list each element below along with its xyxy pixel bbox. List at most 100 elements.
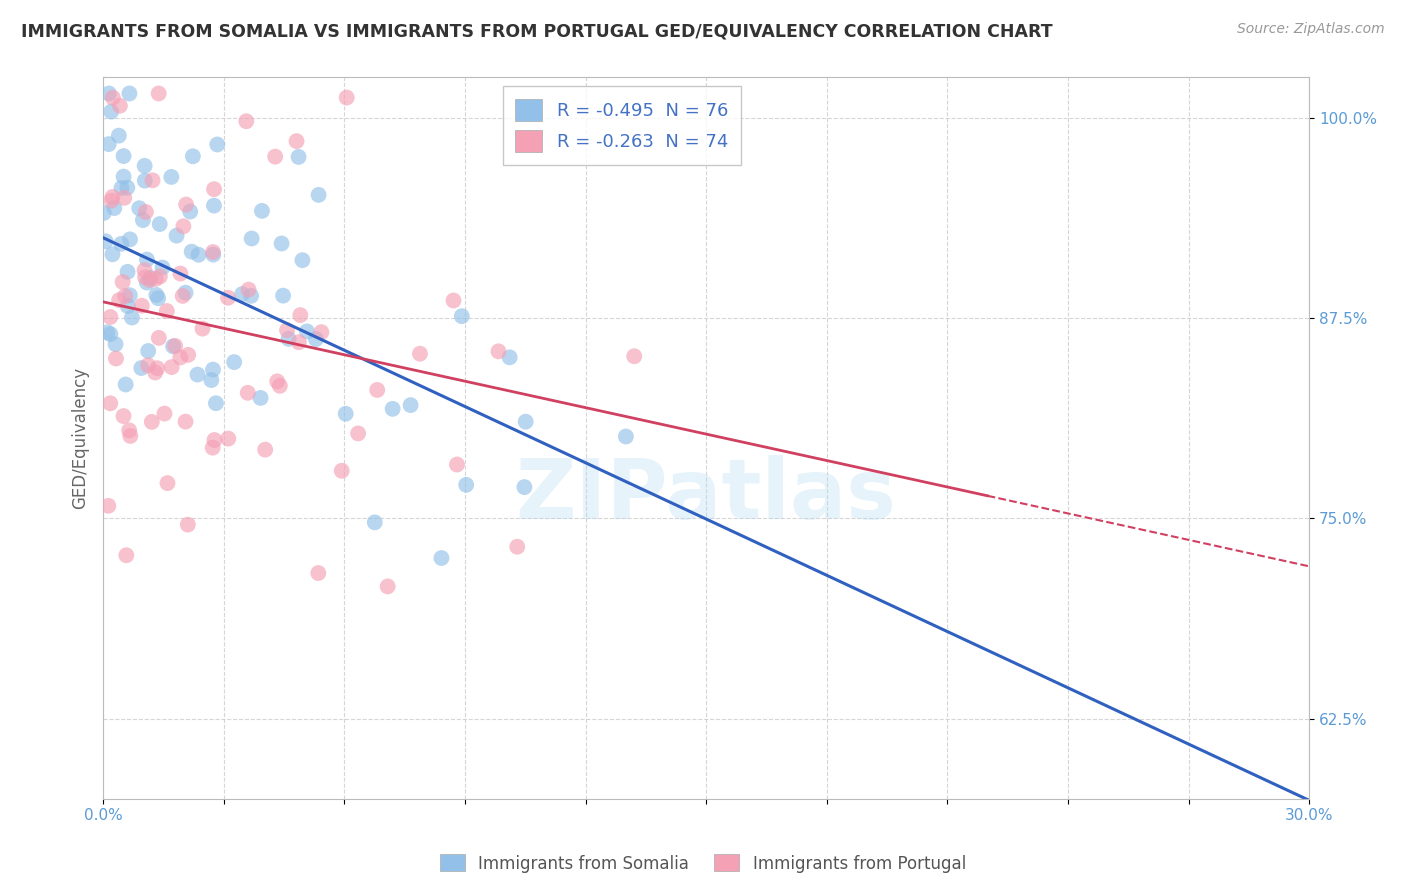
Point xyxy=(250,203,273,218)
Point xyxy=(112,409,135,423)
Point xyxy=(135,276,157,290)
Point xyxy=(101,91,124,105)
Point xyxy=(269,379,291,393)
Point xyxy=(235,114,257,128)
Point xyxy=(254,442,277,457)
Point xyxy=(174,415,197,429)
Point xyxy=(134,270,156,285)
Point xyxy=(93,206,115,220)
Point xyxy=(165,339,187,353)
Point xyxy=(128,201,150,215)
Text: Source: ZipAtlas.com: Source: ZipAtlas.com xyxy=(1237,22,1385,37)
Point xyxy=(149,217,172,231)
Point xyxy=(117,299,139,313)
Point xyxy=(117,265,139,279)
Point xyxy=(205,396,228,410)
Point xyxy=(271,288,294,302)
Point xyxy=(117,180,139,194)
Point xyxy=(498,351,520,365)
Point xyxy=(240,289,263,303)
Point xyxy=(131,299,153,313)
Point xyxy=(335,407,357,421)
Text: IMMIGRANTS FROM SOMALIA VS IMMIGRANTS FROM PORTUGAL GED/EQUIVALENCY CORRELATION : IMMIGRANTS FROM SOMALIA VS IMMIGRANTS FR… xyxy=(21,22,1053,40)
Point xyxy=(110,236,132,251)
Point xyxy=(112,149,135,163)
Point xyxy=(98,310,121,324)
Point xyxy=(169,351,191,365)
Point xyxy=(174,285,197,300)
Point xyxy=(202,247,225,261)
Point xyxy=(141,415,163,429)
Point xyxy=(108,293,131,308)
Point xyxy=(377,579,399,593)
Point xyxy=(287,150,309,164)
Point xyxy=(110,181,132,195)
Point xyxy=(276,323,298,337)
Point xyxy=(224,355,246,369)
Point xyxy=(506,540,529,554)
Point xyxy=(430,551,453,566)
Point xyxy=(131,361,153,376)
Point xyxy=(138,273,160,287)
Point xyxy=(162,339,184,353)
Point xyxy=(240,231,263,245)
Legend: Immigrants from Somalia, Immigrants from Portugal: Immigrants from Somalia, Immigrants from… xyxy=(433,847,973,880)
Point xyxy=(112,169,135,184)
Point xyxy=(120,429,142,443)
Point xyxy=(149,269,172,284)
Point xyxy=(238,283,260,297)
Point xyxy=(270,236,292,251)
Point xyxy=(152,260,174,275)
Point xyxy=(308,187,330,202)
Point xyxy=(277,332,299,346)
Point xyxy=(330,464,353,478)
Point xyxy=(174,197,197,211)
Point xyxy=(291,253,314,268)
Point xyxy=(217,432,239,446)
Point xyxy=(111,275,134,289)
Point xyxy=(136,252,159,267)
Point xyxy=(97,499,120,513)
Point xyxy=(366,383,388,397)
Point xyxy=(201,441,224,455)
Point xyxy=(118,288,141,302)
Point xyxy=(166,228,188,243)
Legend: R = -0.495  N = 76, R = -0.263  N = 74: R = -0.495 N = 76, R = -0.263 N = 74 xyxy=(503,87,741,165)
Point xyxy=(100,104,122,119)
Point xyxy=(399,398,422,412)
Point xyxy=(115,548,138,562)
Point xyxy=(118,232,141,246)
Point xyxy=(204,433,226,447)
Point xyxy=(172,219,194,234)
Point xyxy=(266,375,288,389)
Point xyxy=(186,368,208,382)
Point xyxy=(202,362,225,376)
Point xyxy=(285,134,308,148)
Point xyxy=(132,213,155,227)
Point xyxy=(160,169,183,184)
Point xyxy=(101,247,124,261)
Point xyxy=(181,149,204,163)
Point xyxy=(145,272,167,286)
Point xyxy=(114,377,136,392)
Point xyxy=(515,415,537,429)
Point xyxy=(134,159,156,173)
Point xyxy=(94,234,117,248)
Point xyxy=(108,99,131,113)
Point xyxy=(101,190,124,204)
Point xyxy=(160,360,183,375)
Point xyxy=(148,87,170,101)
Point xyxy=(108,128,131,143)
Point xyxy=(513,480,536,494)
Point xyxy=(249,391,271,405)
Point xyxy=(187,248,209,262)
Point xyxy=(347,426,370,441)
Point xyxy=(202,198,225,212)
Point xyxy=(180,244,202,259)
Point xyxy=(450,309,472,323)
Point xyxy=(134,174,156,188)
Point xyxy=(364,516,387,530)
Point xyxy=(231,287,253,301)
Y-axis label: GED/Equivalency: GED/Equivalency xyxy=(72,367,89,509)
Point xyxy=(114,289,136,303)
